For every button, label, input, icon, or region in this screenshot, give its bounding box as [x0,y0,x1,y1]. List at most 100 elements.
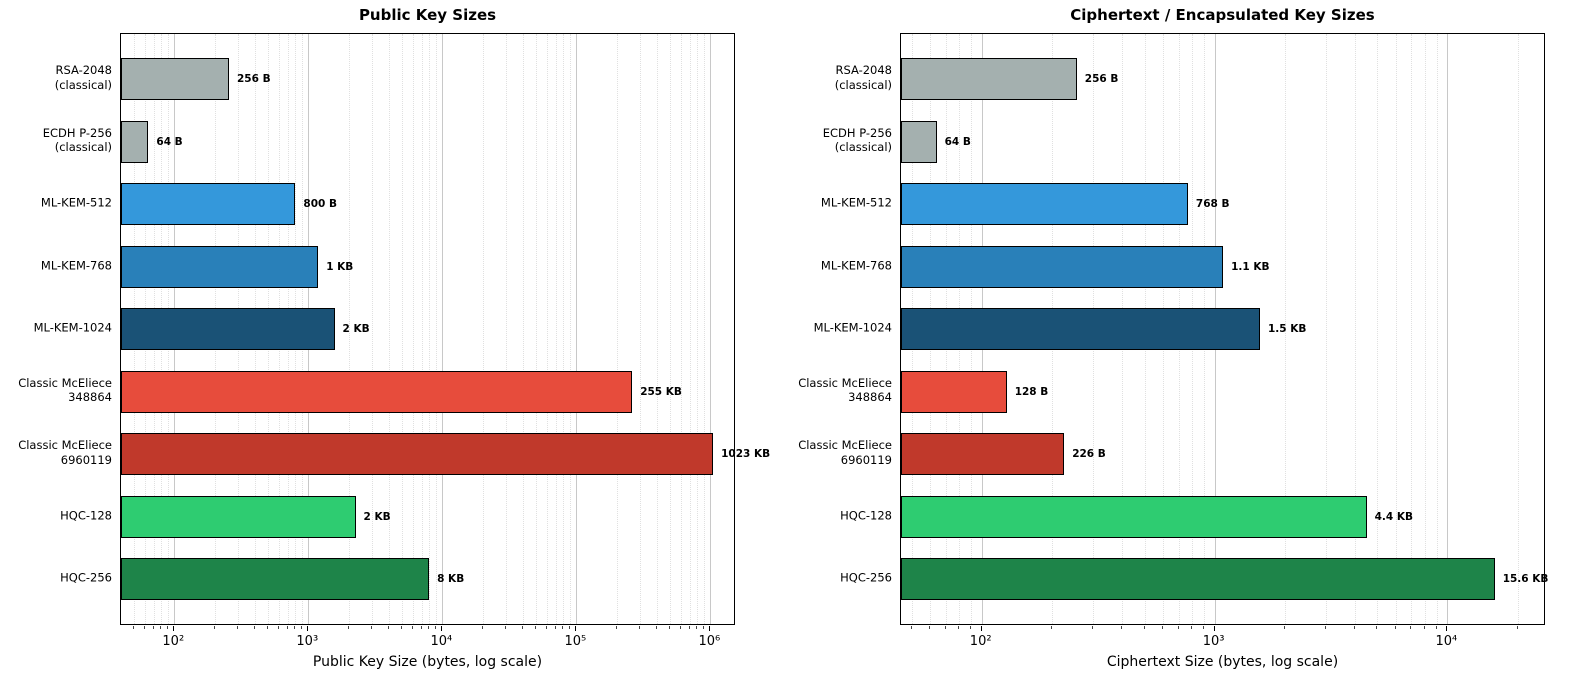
gridline [1517,34,1519,624]
x-tick-mark [929,626,931,629]
bar-value-label: 128 B [1014,385,1049,398]
x-tick-mark [535,626,536,629]
gridline [1411,34,1413,624]
gridline [421,34,423,624]
y-tick-label: Classic McEliece 6960119 [798,438,892,467]
gridline [1354,34,1356,624]
y-tick-label: ML-KEM-1024 [813,320,892,335]
gridline [389,34,390,624]
bar-value-label: 768 B [1195,198,1230,210]
bar [901,183,1188,225]
x-tick-mark [152,626,154,629]
x-tick-mark [133,626,134,629]
plot-area: 256 B 64 B 768 B 1.1 KB 1.5 KB 128 B 226 B 4.4 … [900,33,1548,625]
gridline [412,34,414,624]
y-tick-label: RSA-2048 (classical) [54,63,112,92]
x-tick-mark [569,626,571,629]
x-tick-mark [688,626,690,629]
y-tick-label: Classic McEliece 348864 [798,375,892,405]
x-tick-mark [1050,626,1052,629]
bar-value-label: 1023 KB [721,448,771,460]
bar-value-label: 15.6 KB [1502,573,1549,585]
x-tick-mark [347,626,349,629]
x-tick-mark [294,626,296,629]
bar [121,183,296,225]
y-axis-labels: RSA-2048 (classical) ECDH P-256 (classica… [2,33,112,625]
x-tick-label: 10² [162,634,185,649]
x-tick-mark [1394,626,1396,629]
gridline [1424,34,1426,624]
x-tick-mark [980,626,982,631]
gridline [402,34,403,624]
chart-title: Ciphertext / Encapsulated Key Sizes [1070,6,1375,24]
gridline [442,34,444,624]
x-tick-mark [656,626,658,629]
x-tick-mark [703,626,705,629]
bar [901,58,1077,100]
bar [121,58,229,100]
y-tick-label: ECDH P-256 (classical) [42,125,112,155]
bar [901,308,1260,350]
y-axis-labels: RSA-2048 (classical) ECDH P-256 (classica… [778,33,892,625]
x-tick-mark [1191,626,1192,629]
bar-value-label: 4.4 KB [1374,510,1413,523]
x-tick-mark [1423,626,1425,629]
bar-value-label: 226 B [1072,448,1106,460]
x-tick-mark [910,626,912,629]
gridline [670,34,672,624]
y-tick-label: ML-KEM-768 [40,258,112,273]
y-tick-label: ECDH P-256 (classical) [822,125,892,155]
gridline [657,34,659,624]
x-tick-mark [1435,626,1437,629]
bar [901,245,1224,288]
bar [121,433,714,475]
x-axis: 10² 10³ 10⁴ 10⁵ 10⁶ [120,626,735,658]
y-tick-label: HQC-128 [840,508,892,523]
gridline [482,34,484,624]
x-tick-mark [958,626,960,629]
chart-title: Public Key Sizes [358,6,497,24]
bar [901,558,1495,600]
x-tick-label: 10⁵ [564,634,587,649]
gridline [570,34,572,624]
bar [901,120,937,163]
bar-value-label: 64 B [944,135,971,148]
x-tick-mark [411,626,413,629]
x-tick-mark [267,626,268,629]
bar [121,370,633,413]
bar [901,370,1007,413]
x-tick-mark [696,626,698,629]
x-axis-title: Ciphertext Size (bytes, log scale) [1106,654,1339,670]
y-tick-label: RSA-2048 (classical) [834,63,892,92]
y-tick-label: ML-KEM-768 [820,258,892,273]
x-tick-mark [254,626,255,629]
x-tick-label: 10⁶ [698,634,721,649]
gridline [710,34,712,624]
x-tick-mark [1324,626,1326,629]
gridline [555,34,557,624]
gridline [546,34,548,624]
gridline [1395,34,1397,624]
bar [121,120,149,163]
y-tick-label: HQC-128 [60,508,112,523]
x-tick-mark [167,626,169,629]
bar-value-label: 2 KB [363,510,391,523]
x-tick-mark [435,626,437,629]
gridline [616,34,618,624]
bar-value-label: 1 KB [326,260,354,273]
y-tick-label: HQC-256 [60,570,112,585]
x-tick-mark [505,626,507,629]
x-tick-mark [420,626,422,629]
y-tick-label: Classic McEliece 348864 [18,375,112,405]
x-tick-label: 10³ [296,634,319,649]
x-tick-mark [575,626,577,631]
gridline [1436,34,1438,624]
bar-value-label: 1.1 KB [1231,260,1270,273]
bar-value-label: 64 B [156,135,183,148]
bar [121,495,356,538]
x-tick-mark [1091,626,1093,629]
x-tick-mark [286,626,288,629]
gridline [1284,34,1286,624]
bar [121,308,335,350]
